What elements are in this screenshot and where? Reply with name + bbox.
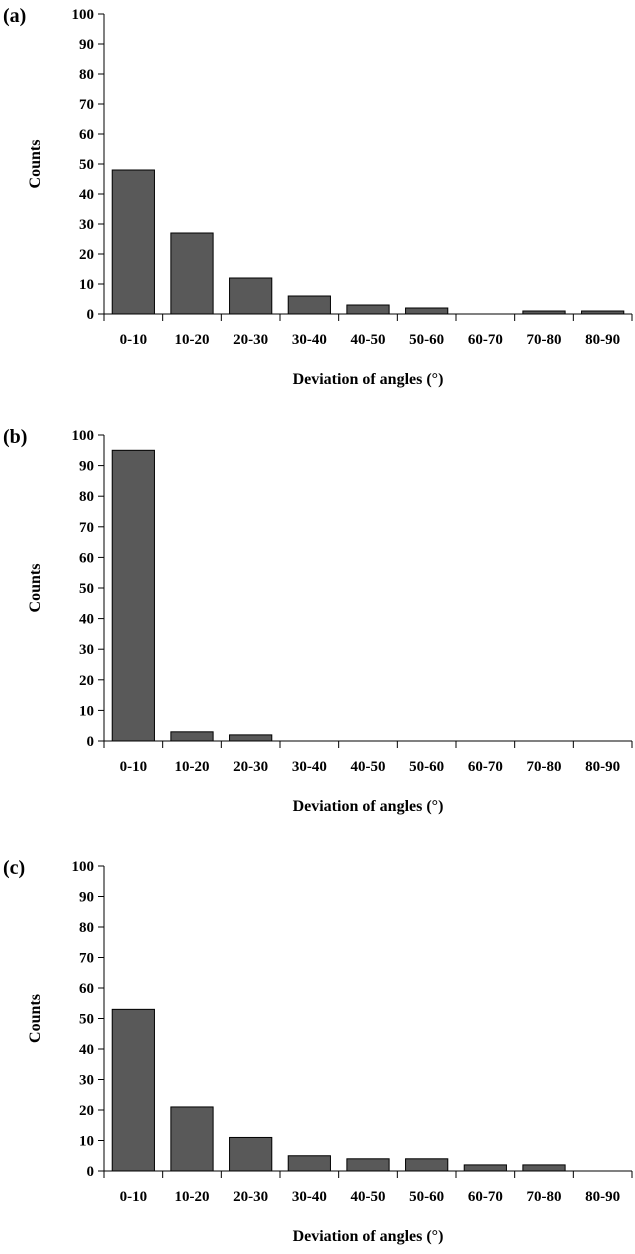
bar	[287, 1155, 331, 1172]
y-tick-label: 80	[79, 67, 94, 83]
y-tick-label: 90	[79, 890, 94, 906]
y-tick-label: 60	[79, 981, 94, 997]
y-tick-label: 20	[79, 673, 94, 689]
y-tick-label: 60	[79, 550, 94, 566]
y-tick-label: 100	[72, 7, 95, 23]
bar	[287, 295, 331, 315]
x-tick-label: 80-90	[585, 332, 620, 348]
y-axis-title: Counts	[27, 140, 44, 189]
x-axis-title: Deviation of angles (°)	[293, 798, 444, 815]
x-tick-label: 10-20	[175, 332, 210, 348]
bar	[111, 449, 155, 742]
x-tick-label: 10-20	[175, 1189, 210, 1205]
x-tick-label: 60-70	[468, 759, 503, 775]
x-tick-label: 80-90	[585, 1189, 620, 1205]
y-tick-label: 70	[79, 520, 94, 536]
y-tick-label: 10	[79, 277, 94, 293]
x-tick-label: 0-10	[120, 1189, 148, 1205]
y-tick-label: 50	[79, 157, 94, 173]
panel-label: (a)	[3, 5, 26, 27]
bar	[170, 731, 214, 742]
x-tick-label: 50-60	[409, 332, 444, 348]
x-tick-label: 50-60	[409, 759, 444, 775]
y-tick-label: 0	[87, 1164, 95, 1180]
y-tick-label: 70	[79, 97, 94, 113]
x-tick-label: 0-10	[120, 332, 148, 348]
y-tick-label: 10	[79, 1134, 94, 1150]
x-tick-label: 30-40	[292, 759, 327, 775]
y-tick-label: 30	[79, 642, 94, 658]
y-tick-label: 40	[79, 187, 94, 203]
chart-panel: 0 10 20 30 40 50 60 70 80 90 100 0-10 10-20 20-30 30-4…	[3, 857, 633, 1245]
x-tick-label: 60-70	[468, 1189, 503, 1205]
bar	[111, 1008, 155, 1172]
y-tick-label: 50	[79, 1012, 94, 1028]
x-tick-label: 0-10	[120, 759, 148, 775]
x-tick-label: 30-40	[292, 1189, 327, 1205]
bar	[346, 304, 390, 315]
y-axis-title: Counts	[27, 564, 44, 613]
x-tick-label: 30-40	[292, 332, 327, 348]
bar	[170, 232, 214, 315]
y-axis-title: Counts	[27, 994, 44, 1043]
y-tick-label: 20	[79, 247, 94, 263]
x-tick-label: 40-50	[351, 332, 386, 348]
y-tick-label: 40	[79, 1042, 94, 1058]
chart-panel: 0 10 20 30 40 50 60 70 80 90 100 0-10 10-20 20-30 30-4…	[3, 426, 633, 815]
x-tick-label: 80-90	[585, 759, 620, 775]
bar	[522, 1164, 566, 1172]
chart-panel: 0 10 20 30 40 50 60 70 80 90 100 0-10 10-20 20-30 30-4…	[3, 5, 633, 388]
bar	[463, 1164, 507, 1172]
y-tick-label: 70	[79, 951, 94, 967]
bar	[405, 1158, 449, 1172]
bar	[405, 307, 449, 315]
x-tick-label: 20-30	[233, 332, 268, 348]
y-tick-label: 0	[87, 307, 95, 323]
x-tick-label: 20-30	[233, 1189, 268, 1205]
x-tick-label: 50-60	[409, 1189, 444, 1205]
y-tick-label: 90	[79, 459, 94, 475]
x-tick-label: 70-80	[527, 759, 562, 775]
bar	[346, 1158, 390, 1172]
y-tick-label: 50	[79, 581, 94, 597]
x-tick-label: 40-50	[351, 759, 386, 775]
bar	[229, 1136, 273, 1172]
y-tick-label: 90	[79, 37, 94, 53]
bar	[229, 734, 273, 742]
y-tick-label: 100	[72, 428, 95, 444]
y-tick-label: 30	[79, 217, 94, 233]
x-tick-label: 10-20	[175, 759, 210, 775]
panel-label: (c)	[3, 857, 25, 879]
panel-label: (b)	[3, 426, 27, 448]
y-tick-label: 60	[79, 127, 94, 143]
x-axis-title: Deviation of angles (°)	[293, 371, 444, 388]
y-tick-label: 20	[79, 1103, 94, 1119]
x-tick-label: 70-80	[527, 332, 562, 348]
y-tick-label: 0	[87, 734, 95, 750]
bar	[111, 169, 155, 315]
x-tick-label: 40-50	[351, 1189, 386, 1205]
y-tick-label: 100	[72, 859, 95, 875]
bar	[229, 277, 273, 315]
x-axis-title: Deviation of angles (°)	[293, 1228, 444, 1245]
x-tick-label: 20-30	[233, 759, 268, 775]
x-tick-label: 70-80	[527, 1189, 562, 1205]
bar	[170, 1106, 214, 1172]
y-tick-label: 80	[79, 489, 94, 505]
y-tick-label: 10	[79, 703, 94, 719]
y-tick-label: 30	[79, 1073, 94, 1089]
y-tick-label: 40	[79, 612, 94, 628]
y-tick-label: 80	[79, 920, 94, 936]
x-tick-label: 60-70	[468, 332, 503, 348]
